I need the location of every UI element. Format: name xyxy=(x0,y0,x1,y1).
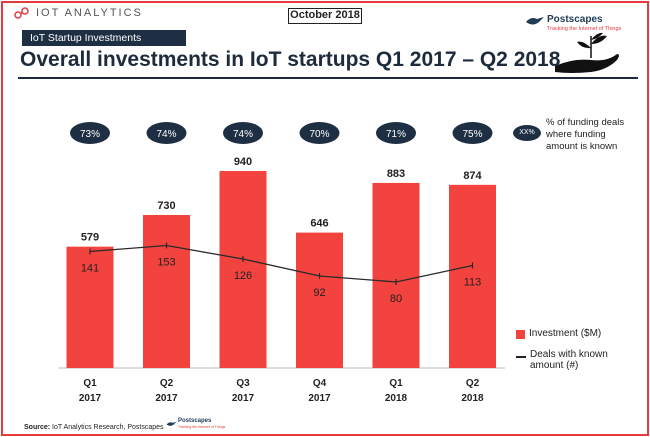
x-tick-year-label: 2017 xyxy=(308,393,331,404)
deals-value-label: 92 xyxy=(313,287,325,299)
pct-known-label: 74% xyxy=(233,129,253,140)
investment-bar xyxy=(66,246,114,368)
investment-bar xyxy=(372,182,420,368)
bar-value-label: 883 xyxy=(387,168,405,180)
pct-known-label: 71% xyxy=(386,129,406,140)
pct-known-badge xyxy=(223,122,263,144)
source-note: Source: IoT Analytics Research, Postscap… xyxy=(24,424,164,431)
x-tick-label: Q2 xyxy=(160,378,174,389)
deals-value-label: 80 xyxy=(390,293,402,305)
deals-value-label: 141 xyxy=(81,263,99,275)
pct-known-badge xyxy=(146,122,187,144)
pct-known-label: 73% xyxy=(80,129,100,140)
page-title: Overall investments in IoT startups Q1 2… xyxy=(20,48,561,71)
pct-known-label: 75% xyxy=(462,129,482,140)
legend-label-investment: Investment ($M) xyxy=(529,328,602,339)
footer-postscapes-logo: Postscapes Tracking the Internet of Thin… xyxy=(166,418,225,432)
x-tick-label: Q2 xyxy=(466,378,480,389)
x-tick-year-label: 2017 xyxy=(232,393,255,404)
deals-line xyxy=(89,244,473,283)
investment-bar xyxy=(296,232,343,368)
brand-name: IOT ANALYTICS xyxy=(36,7,143,19)
investment-bar xyxy=(449,184,496,368)
legend-item-deals: Deals with known amount (#) xyxy=(516,349,641,371)
postscapes-bird-icon xyxy=(526,17,544,25)
section-tag: IoT Startup Investments xyxy=(22,30,186,46)
x-tick-label: Q4 xyxy=(313,378,327,389)
x-tick-year-label: 2018 xyxy=(461,393,484,404)
postscapes-tagline: Tracking the Internet of Things xyxy=(547,26,622,32)
bar-value-label: 646 xyxy=(310,218,328,230)
x-tick-year-label: 2017 xyxy=(79,393,102,404)
deals-value-label: 126 xyxy=(234,270,252,282)
hand-with-plant-icon xyxy=(555,32,619,73)
chart-legend: Investment ($M) Deals with known amount … xyxy=(516,328,641,381)
pct-known-badge xyxy=(452,122,493,144)
title-divider xyxy=(18,77,638,79)
footer-postscapes-name: Postscapes xyxy=(178,418,212,424)
source-text: IoT Analytics Research, Postscapes xyxy=(52,424,164,431)
x-tick-label: Q3 xyxy=(236,378,250,389)
legend-label-deals: Deals with known amount (#) xyxy=(530,349,608,371)
bar-value-label: 579 xyxy=(81,232,99,244)
postscapes-name: Postscapes xyxy=(547,14,603,25)
deals-value-label: 113 xyxy=(464,277,482,289)
pct-known-badge xyxy=(376,122,416,144)
legend-swatch-line xyxy=(516,356,526,358)
x-tick-year-label: 2018 xyxy=(385,393,408,404)
pct-known-label: 74% xyxy=(156,129,176,140)
x-tick-label: Q1 xyxy=(389,378,403,389)
bar-value-label: 874 xyxy=(463,170,482,182)
legend-swatch-bar xyxy=(516,330,525,339)
pct-known-badge xyxy=(299,122,340,144)
legend-item-investment: Investment ($M) xyxy=(516,328,641,339)
iot-analytics-logo-icon xyxy=(14,7,29,19)
source-label: Source: xyxy=(24,424,51,431)
iot-analytics-brand: IOT ANALYTICS xyxy=(14,7,143,19)
date-label: October 2018 xyxy=(288,8,362,24)
investment-bar xyxy=(143,215,190,368)
pct-known-label: 70% xyxy=(309,129,329,140)
pct-known-badge xyxy=(70,122,110,144)
footer-bird-icon xyxy=(166,421,177,426)
x-tick-year-label: 2017 xyxy=(155,393,178,404)
footer-postscapes-tagline: Tracking the Internet of Things xyxy=(178,425,226,429)
bar-value-label: 730 xyxy=(157,200,175,212)
pct-legend-note: % of funding deals where funding amount … xyxy=(546,117,625,152)
bar-value-label: 940 xyxy=(234,156,252,168)
x-tick-label: Q1 xyxy=(83,378,97,389)
investment-bar xyxy=(219,171,267,368)
pct-legend-badge: XX% xyxy=(513,125,541,141)
postscapes-logo: Postscapes Tracking the Internet of Thin… xyxy=(525,10,640,80)
deals-value-label: 153 xyxy=(157,257,175,269)
